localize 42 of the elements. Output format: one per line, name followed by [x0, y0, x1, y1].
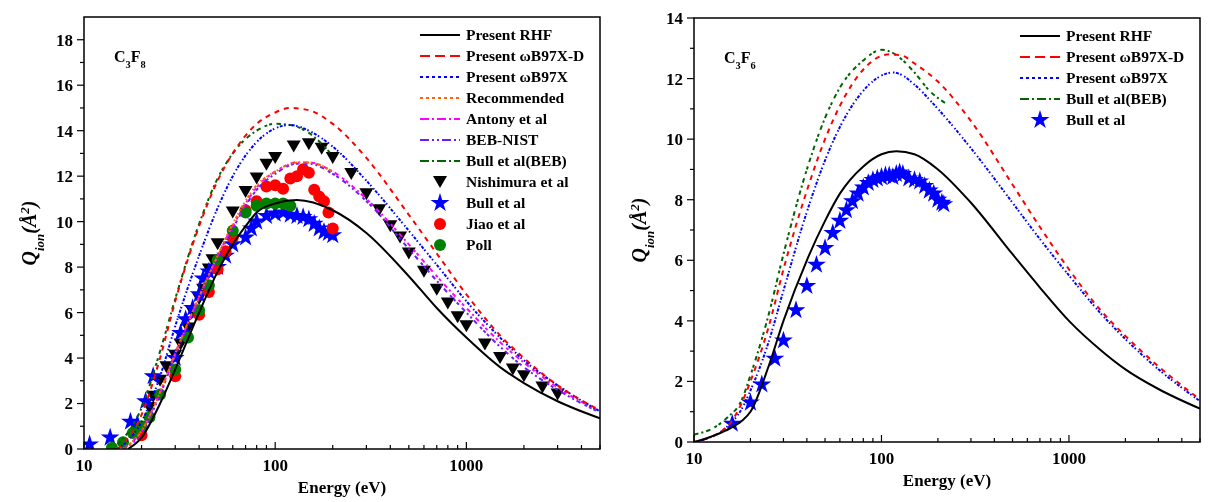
legend-label: Present ωB97X	[466, 68, 569, 86]
annotation: C$_{3}$F$_{8}$	[114, 48, 146, 70]
legend-label: Present RHF	[466, 26, 553, 44]
y-tick-label: 8	[674, 190, 683, 210]
y-tick-label: 4	[674, 311, 684, 331]
legend-label: Present RHF	[1066, 27, 1153, 45]
y-tick-label: 2	[674, 372, 683, 392]
y-tick-label: 2	[64, 394, 73, 414]
x-tick-label: 100	[262, 456, 288, 475]
y-tick-label: 18	[56, 30, 73, 50]
legend-label: Present ωB97X-D	[466, 47, 585, 65]
legend-label: Bull et al	[466, 194, 527, 212]
y-tick-label: 8	[64, 258, 73, 278]
legend-label: Nishimura et al	[466, 173, 570, 191]
y-tick-label: 0	[64, 439, 73, 459]
y-tick-label: 14	[666, 8, 684, 28]
legend-label: Present ωB97X-D	[1066, 48, 1185, 66]
x-axis-title: Energy (eV)	[297, 478, 387, 497]
y-tick-label: 16	[56, 76, 73, 96]
legend-label: Jiao et al	[466, 215, 527, 233]
y-tick-label: 14	[56, 121, 74, 141]
x-tick-label: 100	[868, 449, 895, 468]
legend-label: Antony et al	[466, 110, 548, 128]
legend-label: Recommended	[466, 89, 565, 107]
x-axis-title: Energy (eV)	[902, 471, 992, 490]
y-tick-label: 10	[56, 212, 73, 232]
y-tick-label: 6	[64, 303, 73, 323]
y-tick-label: 0	[674, 432, 683, 452]
y-tick-label: 12	[666, 69, 683, 89]
y-tick-label: 12	[56, 167, 73, 187]
y-tick-label: 10	[666, 130, 683, 150]
legend-label: Bull et al	[1066, 111, 1127, 129]
x-tick-label: 1000	[449, 456, 484, 475]
annotation: C$_{3}$F$_{6}$	[724, 49, 756, 71]
legend-label: Poll	[466, 236, 493, 254]
y-tick-label: 4	[64, 349, 74, 368]
legend-label: Present ωB97X	[1066, 69, 1169, 87]
legend-label: Bull et al(BEB)	[466, 152, 567, 171]
legend-label: Bull et al(BEB)	[1066, 90, 1167, 109]
x-tick-label: 1000	[1051, 449, 1086, 468]
y-tick-label: 6	[674, 251, 683, 271]
legend-label: BEB-NIST	[466, 131, 540, 149]
